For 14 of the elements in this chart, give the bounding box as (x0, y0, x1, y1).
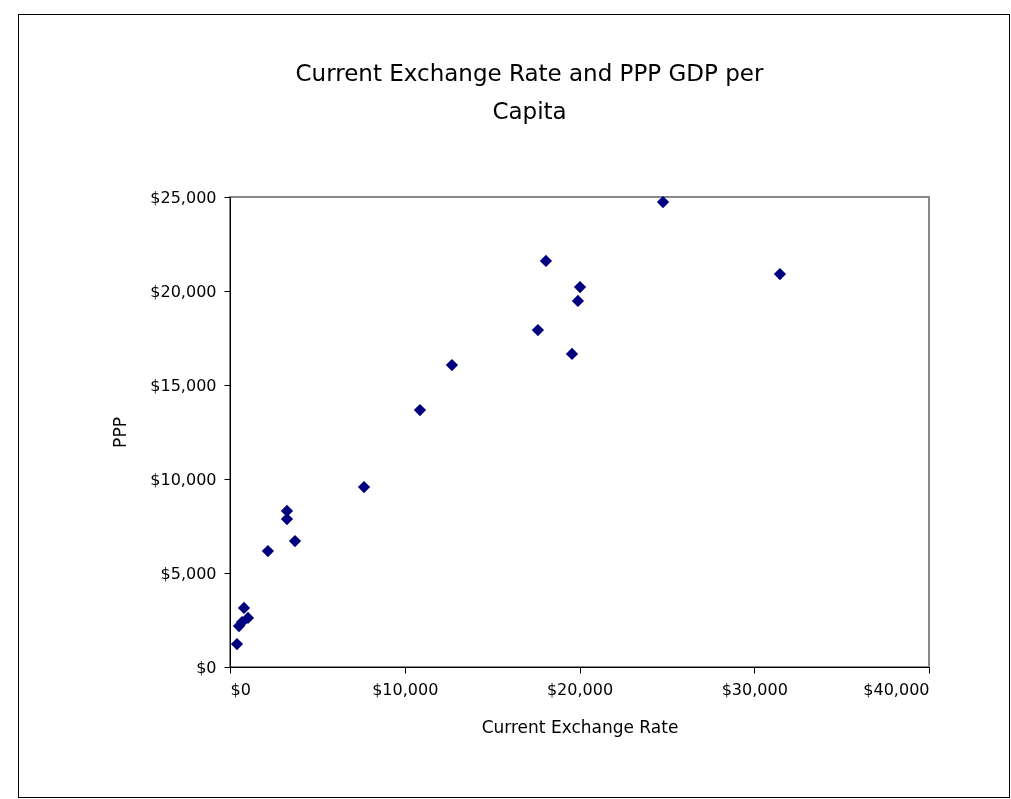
y-tick-label: $15,000 (150, 375, 217, 395)
x-tick-label: $10,000 (372, 679, 439, 699)
y-tick-label: $5,000 (160, 563, 217, 583)
x-tick-label: $30,000 (721, 679, 788, 699)
chart-title: Current Exchange Rate and PPP GDP per Capita (295, 60, 764, 124)
x-axis-title: Current Exchange Rate (481, 716, 679, 737)
y-tick-label: $0 (196, 657, 217, 677)
x-tick-label: $0 (230, 679, 251, 699)
y-tick-label: $20,000 (150, 281, 217, 301)
y-tick-label: $25,000 (150, 187, 217, 207)
x-tick-label: $40,000 (863, 679, 930, 699)
y-tick-label: $10,000 (150, 469, 217, 489)
x-tick-label: $20,000 (546, 679, 614, 699)
y-axis-title: PPP (110, 417, 131, 448)
